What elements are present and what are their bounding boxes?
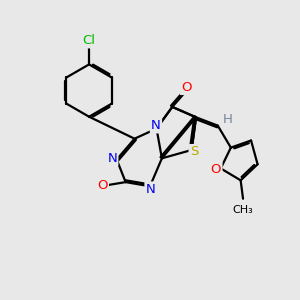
Text: O: O — [97, 178, 108, 192]
Text: S: S — [190, 145, 198, 158]
Text: H: H — [222, 112, 232, 126]
Text: O: O — [181, 81, 191, 94]
Text: CH₃: CH₃ — [233, 205, 254, 215]
Text: N: N — [151, 119, 161, 132]
Text: O: O — [211, 163, 221, 176]
Text: N: N — [107, 152, 117, 165]
Text: Cl: Cl — [82, 34, 96, 47]
Text: N: N — [146, 183, 155, 196]
